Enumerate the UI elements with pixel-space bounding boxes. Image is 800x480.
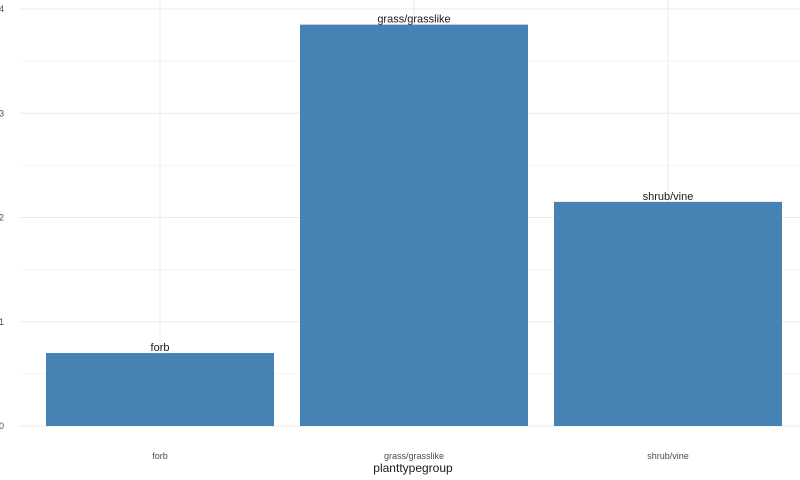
bar [46,353,274,426]
bar-label: forb [151,342,170,354]
y-tick-label: 1 [0,317,4,327]
bar-label: shrub/vine [643,191,694,203]
y-tick-label: 0 [0,421,4,431]
x-axis-ticks: forb grass/grasslike shrub/vine [152,451,689,461]
y-tick-label: 3 [0,108,4,118]
x-tick-label: shrub/vine [647,451,689,461]
bar-labels: forb grass/grasslike shrub/vine [151,14,694,354]
y-tick-label: 2 [0,213,4,223]
bar [300,24,528,426]
bar [554,201,782,426]
x-tick-label: forb [152,451,168,461]
x-tick-label: grass/grasslike [384,451,444,461]
x-axis-title: planttypegroup [373,461,453,475]
bars [46,24,782,426]
bar-label: grass/grasslike [377,14,450,26]
y-tick-label: 4 [0,4,4,14]
y-axis-ticks: 0 1 2 3 4 [0,4,4,431]
